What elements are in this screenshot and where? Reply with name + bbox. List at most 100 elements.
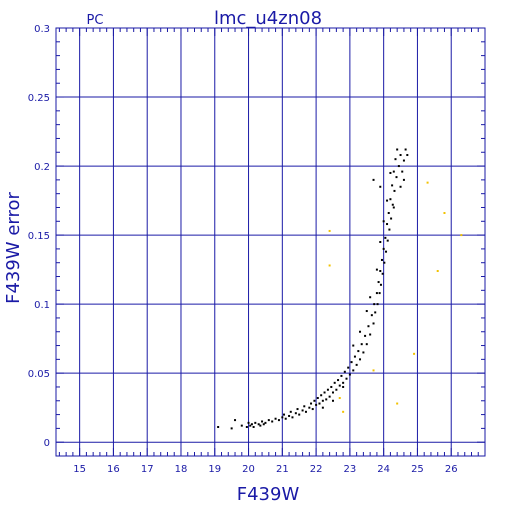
data-point xyxy=(397,165,400,168)
plot-frame xyxy=(55,27,486,457)
y-tick-label: 0.1 xyxy=(34,300,50,311)
data-point xyxy=(384,236,387,239)
data-point xyxy=(301,409,304,412)
data-point xyxy=(281,416,284,419)
data-point xyxy=(321,399,324,402)
data-point xyxy=(360,343,363,346)
data-point xyxy=(264,421,267,424)
y-tick-label: 0.2 xyxy=(34,162,50,173)
data-point xyxy=(379,283,382,286)
data-point xyxy=(267,419,270,422)
data-point xyxy=(386,239,389,242)
outlier-point xyxy=(328,229,331,232)
data-point xyxy=(291,416,294,419)
data-point xyxy=(373,303,376,306)
data-point xyxy=(393,189,396,192)
data-point xyxy=(378,292,381,295)
data-point xyxy=(274,417,277,420)
data-point xyxy=(316,397,319,400)
x-tick-label: 21 xyxy=(276,464,289,475)
data-point xyxy=(294,412,297,415)
outlier-point xyxy=(372,369,375,372)
grid-lines xyxy=(56,27,485,456)
x-tick-label: 19 xyxy=(208,464,221,475)
x-tick-label: 24 xyxy=(377,464,390,475)
data-point xyxy=(406,154,409,157)
chart-title: lmc_u4zn08 xyxy=(214,8,322,29)
data-point xyxy=(277,419,280,422)
data-point xyxy=(364,334,367,337)
data-point xyxy=(379,241,382,243)
x-tick-label: 17 xyxy=(141,464,154,475)
outlier-point xyxy=(396,402,399,405)
data-point xyxy=(289,410,292,413)
data-point xyxy=(234,419,237,422)
x-tick-label: 18 xyxy=(175,464,188,475)
data-point xyxy=(391,203,394,206)
data-point xyxy=(365,343,368,346)
data-point xyxy=(252,426,255,429)
data-point xyxy=(345,377,348,380)
outlier-point xyxy=(328,264,331,267)
data-point xyxy=(331,399,334,402)
data-point xyxy=(310,402,313,405)
data-point xyxy=(342,381,345,384)
data-point xyxy=(261,420,264,423)
data-point xyxy=(347,366,350,369)
x-tick-label: 20 xyxy=(242,464,255,475)
data-point xyxy=(375,292,378,295)
data-point xyxy=(298,413,301,416)
data-point xyxy=(387,212,390,215)
data-point xyxy=(340,374,343,377)
data-point xyxy=(283,413,286,416)
data-point xyxy=(357,350,360,353)
data-point xyxy=(370,314,373,317)
y-tick-label: 0.25 xyxy=(28,93,50,104)
y-tick-label: 0.3 xyxy=(34,24,50,35)
data-point xyxy=(271,420,274,423)
data-point xyxy=(365,310,368,313)
data-point xyxy=(394,158,397,161)
data-point xyxy=(379,185,382,188)
data-point xyxy=(338,384,341,387)
data-point xyxy=(404,148,407,151)
y-axis-title: F439W error xyxy=(3,192,24,304)
data-point xyxy=(240,424,243,427)
data-point xyxy=(259,424,262,427)
data-point xyxy=(330,385,333,388)
corner-label: PC xyxy=(87,13,104,28)
data-point xyxy=(335,388,338,391)
data-point xyxy=(353,355,356,358)
y-tick-label: 0.15 xyxy=(28,231,50,242)
outlier-point xyxy=(426,181,429,184)
data-point xyxy=(369,333,372,336)
data-point xyxy=(391,184,394,187)
data-point xyxy=(318,402,321,405)
x-tick-label: 22 xyxy=(310,464,323,475)
data-point xyxy=(308,406,311,409)
data-point xyxy=(381,272,384,275)
data-point xyxy=(311,408,314,411)
data-point xyxy=(367,325,370,328)
data-point xyxy=(399,185,402,188)
data-point xyxy=(392,170,395,173)
outlier-point xyxy=(338,397,341,400)
outlier-point xyxy=(460,234,463,237)
data-point xyxy=(315,403,318,406)
data-point xyxy=(247,421,250,424)
data-point xyxy=(379,269,382,272)
data-point xyxy=(355,363,358,366)
data-point xyxy=(313,399,316,402)
outlier-point xyxy=(436,269,439,272)
data-point xyxy=(323,391,326,394)
data-point xyxy=(230,427,233,430)
x-tick-label: 15 xyxy=(73,464,86,475)
data-point xyxy=(325,398,328,401)
data-point xyxy=(382,220,385,223)
data-point xyxy=(250,423,253,426)
data-point xyxy=(362,351,365,354)
y-tick-label: 0 xyxy=(44,438,50,449)
data-point xyxy=(388,228,391,231)
data-point xyxy=(386,199,389,202)
